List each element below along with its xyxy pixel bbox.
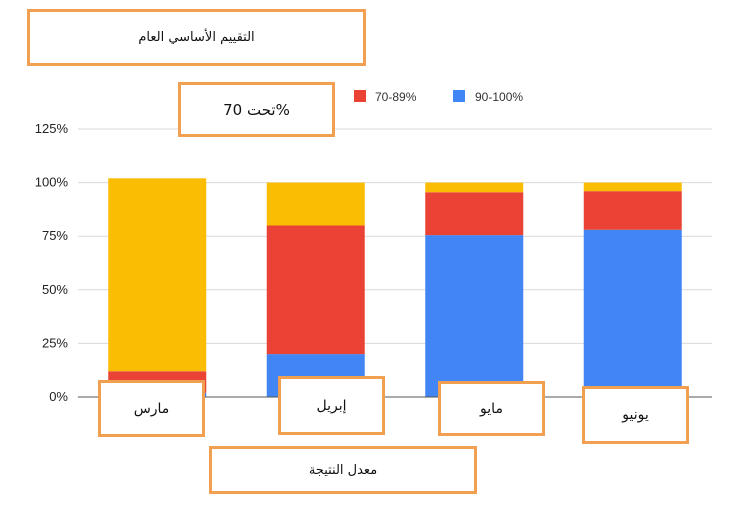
bar-segment: [583, 229, 682, 397]
y-tick-label: 125%: [35, 121, 69, 136]
legend: 70-89% 90-100%: [354, 90, 523, 104]
under-70-label: تحت 70%: [178, 82, 335, 137]
category-label-march: مارس: [98, 380, 205, 437]
legend-swatch: [453, 90, 465, 102]
bar-segment: [425, 182, 524, 193]
category-label-june: يونيو: [582, 386, 689, 444]
category-label-may: مايو: [438, 381, 545, 436]
bar-segment: [425, 235, 524, 397]
y-tick-label: 100%: [35, 175, 69, 190]
y-axis-ticks: 0% 25% 50% 75% 100% 125%: [35, 121, 69, 404]
bars: [108, 178, 682, 397]
bar-segment: [583, 191, 682, 230]
y-tick-label: 25%: [42, 335, 68, 350]
chart-title: التقييم الأساسي العام: [27, 9, 366, 66]
legend-swatch: [354, 90, 366, 102]
bar-segment: [266, 225, 365, 355]
y-tick-label: 0%: [49, 389, 68, 404]
bar-segment: [266, 182, 365, 226]
category-label-april: إبريل: [278, 376, 385, 435]
y-tick-label: 75%: [42, 228, 68, 243]
legend-label: 90-100%: [475, 90, 523, 104]
legend-label: 70-89%: [375, 90, 417, 104]
bar-segment: [425, 192, 524, 236]
bar-segment: [583, 182, 682, 192]
bar-segment: [108, 178, 207, 372]
y-tick-label: 50%: [42, 282, 68, 297]
x-axis-title: معدل النتيجة: [209, 446, 477, 494]
